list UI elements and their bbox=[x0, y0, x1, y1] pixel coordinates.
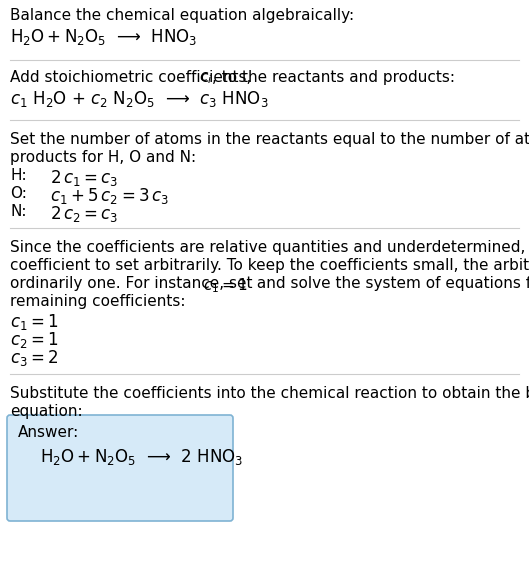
Text: $2\, c_1 = c_3$: $2\, c_1 = c_3$ bbox=[50, 168, 118, 188]
Text: Answer:: Answer: bbox=[18, 425, 79, 440]
Text: , to the reactants and products:: , to the reactants and products: bbox=[212, 70, 455, 85]
Text: $c_1 = 1$: $c_1 = 1$ bbox=[10, 312, 59, 332]
Text: $\mathregular{H_2O + N_2O_5}$  ⟶  2 $\mathregular{HNO_3}$: $\mathregular{H_2O + N_2O_5}$ ⟶ 2 $\math… bbox=[40, 447, 243, 467]
Text: equation:: equation: bbox=[10, 404, 83, 419]
Text: $c_1 = 1$: $c_1 = 1$ bbox=[203, 276, 247, 295]
Text: N:: N: bbox=[10, 204, 26, 219]
Text: Add stoichiometric coefficients,: Add stoichiometric coefficients, bbox=[10, 70, 256, 85]
Text: O:: O: bbox=[10, 186, 27, 201]
Text: Substitute the coefficients into the chemical reaction to obtain the balanced: Substitute the coefficients into the che… bbox=[10, 386, 529, 401]
Text: $c_i$: $c_i$ bbox=[199, 70, 212, 86]
Text: $c_2 = 1$: $c_2 = 1$ bbox=[10, 330, 59, 350]
Text: $2\, c_2 = c_3$: $2\, c_2 = c_3$ bbox=[50, 204, 118, 224]
Text: Set the number of atoms in the reactants equal to the number of atoms in the: Set the number of atoms in the reactants… bbox=[10, 132, 529, 147]
Text: H:: H: bbox=[10, 168, 26, 183]
Text: $c_3 = 2$: $c_3 = 2$ bbox=[10, 348, 58, 368]
Text: Balance the chemical equation algebraically:: Balance the chemical equation algebraica… bbox=[10, 8, 354, 23]
Text: $c_1$ $\mathregular{H_2O}$ + $c_2$ $\mathregular{N_2O_5}$  ⟶  $c_3$ $\mathregula: $c_1$ $\mathregular{H_2O}$ + $c_2$ $\mat… bbox=[10, 89, 269, 109]
Text: remaining coefficients:: remaining coefficients: bbox=[10, 294, 186, 309]
Text: products for H, O and N:: products for H, O and N: bbox=[10, 150, 196, 165]
Text: Since the coefficients are relative quantities and underdetermined, choose a: Since the coefficients are relative quan… bbox=[10, 240, 529, 255]
Text: coefficient to set arbitrarily. To keep the coefficients small, the arbitrary va: coefficient to set arbitrarily. To keep … bbox=[10, 258, 529, 273]
Text: $c_1 + 5\, c_2 = 3\, c_3$: $c_1 + 5\, c_2 = 3\, c_3$ bbox=[50, 186, 169, 206]
FancyBboxPatch shape bbox=[7, 415, 233, 521]
Text: ordinarily one. For instance, set: ordinarily one. For instance, set bbox=[10, 276, 258, 291]
Text: $\mathregular{H_2O + N_2O_5}$  ⟶  $\mathregular{HNO_3}$: $\mathregular{H_2O + N_2O_5}$ ⟶ $\mathre… bbox=[10, 27, 197, 47]
Text: and solve the system of equations for the: and solve the system of equations for th… bbox=[252, 276, 529, 291]
